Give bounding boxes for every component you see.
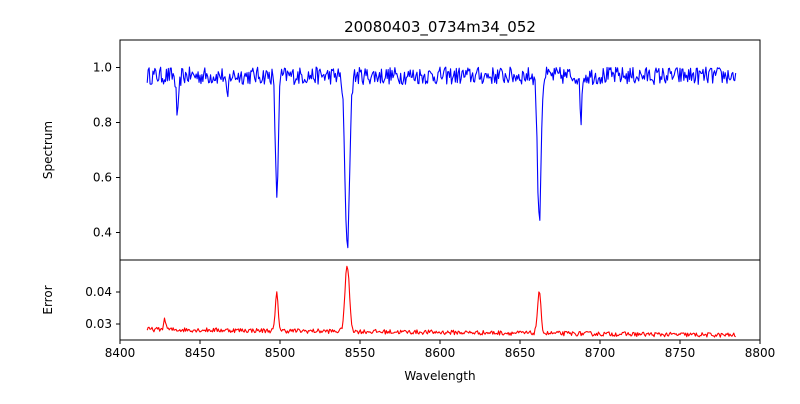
x-tick-label: 8800 [745,346,776,360]
spectrum-y-tick-label: 0.4 [93,226,112,240]
x-axis-label: Wavelength [404,369,475,383]
spectrum-y-ticks: 0.4 0.6 0.8 1.0 [93,61,120,240]
error-panel: 0.03 0.04 8400 8450 8500 8550 8600 8650 8700 875… [41,259,776,383]
x-tick-label: 8750 [665,346,696,360]
error-x-ticks: 8400 8450 8500 8550 8600 8650 8700 8750 8800 [105,340,776,360]
error-series-line [146,265,736,338]
spectrum-y-tick-label: 0.6 [93,171,112,185]
error-y-axis-label: Error [41,285,55,314]
x-tick-label: 8500 [265,346,296,360]
x-tick-label: 8650 [505,346,536,360]
spectrum-series [146,66,737,249]
error-y-ticks: 0.03 0.04 [85,285,120,331]
error-series [146,265,736,338]
chart-title: 20080403_0734m34_052 [344,18,536,37]
spectrum-y-axis-label: Spectrum [41,121,55,179]
spectrum-y-tick-label: 1.0 [93,61,112,75]
x-tick-label: 8600 [425,346,456,360]
spectrum-series-line [146,66,737,249]
x-tick-label: 8550 [345,346,376,360]
error-y-tick-label: 0.03 [85,317,112,331]
spectrum-y-tick-label: 0.8 [93,116,112,130]
x-tick-label: 8700 [585,346,616,360]
error-y-tick-label: 0.04 [85,285,112,299]
x-tick-label: 8400 [105,346,136,360]
x-tick-label: 8450 [185,346,216,360]
